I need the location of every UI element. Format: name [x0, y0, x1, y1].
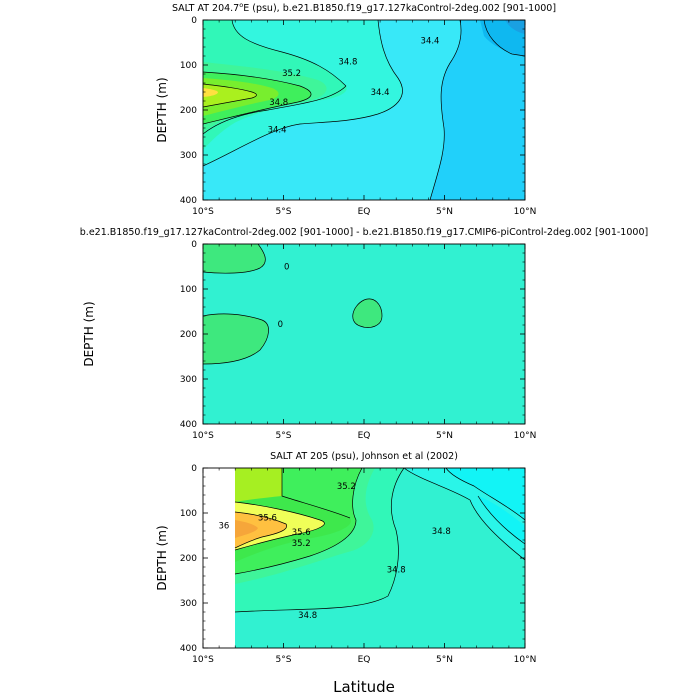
x-tick-label: 10°S: [192, 431, 214, 441]
contour-label: 35.6: [258, 514, 277, 524]
xaxis-label: Latitude: [333, 678, 395, 696]
y-tick-label: 200: [180, 330, 197, 340]
panel1-title: SALT AT 204.7oE (psu), b.e21.B1850.f19_g…: [172, 1, 556, 14]
x-tick-label: EQ: [358, 431, 371, 441]
panel-difference: b.e21.B1850.f19_g17.127kaControl-2deg.00…: [80, 227, 648, 441]
panel1-contour-labels: 34.4 34.8 35.2 34.8 34.4 34.4: [268, 36, 440, 135]
panel1-contour-field: [203, 20, 525, 200]
panel3-ylabel: DEPTH (m): [155, 525, 169, 590]
x-tick-label: EQ: [358, 207, 371, 217]
x-tick-label: 10°N: [514, 207, 537, 217]
x-tick-label: 5°N: [436, 655, 453, 665]
y-tick-label: 200: [180, 106, 197, 116]
panel2-contour-labels: 00: [278, 263, 290, 331]
x-tick-label: EQ: [358, 655, 371, 665]
contour-label: 34.4: [421, 36, 440, 46]
y-tick-label: 400: [180, 196, 197, 206]
contour-label: 35.2: [282, 69, 301, 79]
contour-label: 34.8: [387, 565, 406, 575]
y-tick-label: 400: [180, 644, 197, 654]
panel3-contour-field: [203, 468, 525, 648]
x-tick-label: 5°S: [276, 655, 292, 665]
x-tick-label: 5°N: [436, 431, 453, 441]
y-tick-label: 300: [180, 375, 197, 385]
y-tick-label: 0: [191, 16, 197, 26]
x-tick-label: 5°S: [276, 431, 292, 441]
x-tick-label: 5°N: [436, 207, 453, 217]
contour-label: 34.8: [269, 98, 288, 108]
contour-label: 34.8: [298, 611, 317, 621]
panel2-title: b.e21.B1850.f19_g17.127kaControl-2deg.00…: [80, 227, 648, 238]
panel3-title: SALT AT 205 (psu), Johnson et al (2002): [270, 451, 458, 462]
contour-label: 35.6: [292, 528, 311, 538]
y-tick-label: 0: [191, 240, 197, 250]
panel1-ylabel: DEPTH (m): [155, 77, 169, 142]
panel-model-salinity: SALT AT 204.7oE (psu), b.e21.B1850.f19_g…: [155, 1, 556, 217]
contour-label: 35.2: [292, 539, 311, 549]
x-tick-label: 5°S: [276, 207, 292, 217]
panel2-ylabel: DEPTH (m): [82, 301, 96, 366]
y-tick-label: 400: [180, 420, 197, 430]
panel2-axes: 10°S 5°S EQ 5°N 10°N 0 100 200 300 400: [180, 240, 537, 441]
panel3-axes: 10°S 5°S EQ 5°N 10°N 0 100 200 300 400: [180, 464, 537, 665]
y-tick-label: 300: [180, 599, 197, 609]
x-tick-label: 10°N: [514, 655, 537, 665]
contour-label: 34.8: [338, 57, 357, 67]
contour-label: 35.2: [337, 482, 356, 492]
y-tick-label: 100: [180, 509, 197, 519]
contour-label: 34.4: [371, 88, 390, 98]
panel1-axes: 10°S 5°S EQ 5°N 10°N 0 100 200 300 400: [180, 16, 537, 217]
x-tick-label: 10°S: [192, 207, 214, 217]
contour-label: 0: [278, 320, 283, 330]
y-tick-label: 200: [180, 554, 197, 564]
contour-label: 36: [219, 522, 230, 532]
x-tick-label: 10°S: [192, 655, 214, 665]
panel2-contour-field: [203, 244, 525, 424]
contour-label: 34.8: [432, 527, 451, 537]
contour-label: 0: [284, 263, 289, 273]
x-tick-label: 10°N: [514, 431, 537, 441]
y-tick-label: 100: [180, 61, 197, 71]
contour-label: 34.4: [268, 125, 287, 135]
y-tick-label: 0: [191, 464, 197, 474]
y-tick-label: 100: [180, 285, 197, 295]
panel-observed-salinity: SALT AT 205 (psu), Johnson et al (2002): [155, 451, 536, 696]
y-tick-label: 300: [180, 151, 197, 161]
